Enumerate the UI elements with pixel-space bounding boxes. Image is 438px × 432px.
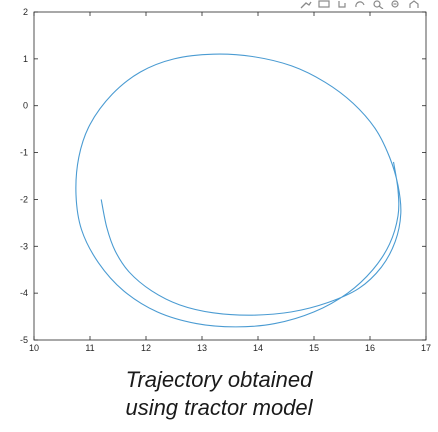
y-tick-label: 2	[23, 7, 28, 17]
y-tick-label: -5	[20, 335, 28, 345]
plot-area	[33, 11, 427, 341]
x-tick-label: 15	[309, 343, 319, 353]
x-tick-label: 10	[29, 343, 39, 353]
zoom-in-icon[interactable]	[372, 0, 384, 9]
data-tip-icon[interactable]	[318, 0, 330, 9]
y-tick-label: -3	[20, 241, 28, 251]
series-group	[75, 53, 402, 328]
trajectory-line	[75, 53, 402, 328]
y-tick-label: 1	[23, 54, 28, 64]
x-tick-label: 17	[421, 343, 431, 353]
zoom-out-icon[interactable]	[390, 0, 402, 9]
y-tick-label: -1	[20, 148, 28, 158]
caption-line-1: Trajectory obtained	[125, 367, 313, 392]
home-icon[interactable]	[408, 0, 420, 9]
figure-caption: Trajectory obtained using tractor model	[0, 366, 438, 422]
figure-toolbar	[300, 0, 420, 12]
y-tick-label: 0	[23, 101, 28, 111]
x-tick-label: 11	[85, 343, 94, 353]
brush-icon[interactable]	[300, 0, 312, 9]
x-tick-label: 13	[197, 343, 207, 353]
axes	[33, 11, 427, 341]
caption-line-2: using tractor model	[125, 395, 313, 420]
y-tick-label: -2	[20, 194, 28, 204]
x-tick-label: 14	[253, 343, 263, 353]
pan-icon[interactable]	[336, 0, 348, 9]
y-tick-label: -4	[20, 288, 28, 298]
rotate-icon[interactable]	[354, 0, 366, 9]
x-tick-label: 12	[141, 343, 151, 353]
x-tick-label: 16	[365, 343, 375, 353]
